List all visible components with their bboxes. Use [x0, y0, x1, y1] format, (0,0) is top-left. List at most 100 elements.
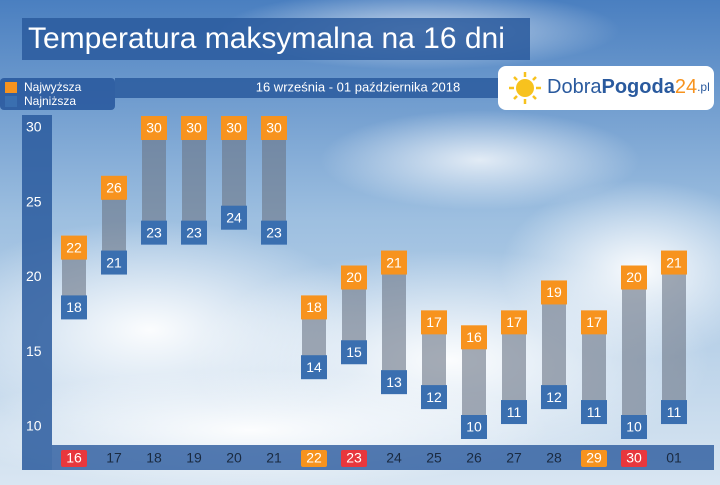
value-box — [181, 116, 207, 140]
y-tick-label: 30 — [26, 119, 42, 135]
value-box — [101, 250, 127, 275]
value-box — [141, 220, 167, 245]
y-tick-label: 10 — [26, 418, 42, 434]
value-box — [141, 116, 167, 140]
logo-number: 24 — [675, 76, 697, 98]
x-tick-label: 25 — [426, 450, 442, 466]
x-tick-label: 17 — [106, 450, 122, 466]
y-axis-panel — [22, 115, 52, 470]
value-box — [621, 415, 647, 439]
value-box — [61, 235, 87, 260]
value-label: 26 — [106, 180, 122, 196]
x-tick-highlight — [301, 450, 327, 467]
value-box — [541, 280, 567, 305]
x-tick-highlight — [581, 450, 607, 467]
logo-brand-bold: Pogoda — [601, 76, 675, 98]
value-label: 21 — [106, 254, 122, 270]
value-label: 22 — [66, 239, 82, 255]
range-bar — [262, 128, 286, 233]
value-label: 15 — [346, 344, 362, 360]
value-box — [461, 415, 487, 439]
value-box — [541, 385, 567, 410]
x-tick-label: 22 — [306, 450, 322, 466]
value-box — [581, 400, 607, 425]
range-bar — [542, 292, 566, 398]
value-label: 23 — [266, 224, 282, 240]
value-label: 30 — [266, 120, 282, 136]
x-tick-highlight — [61, 450, 87, 467]
x-tick-label: 27 — [506, 450, 522, 466]
value-label: 30 — [186, 120, 202, 136]
value-box — [221, 116, 247, 140]
legend-label: Najwyższa — [24, 80, 82, 94]
range-bar — [342, 277, 366, 353]
value-box — [261, 220, 287, 245]
value-label: 30 — [146, 120, 162, 136]
subtitle: 16 września - 01 października 2018 — [256, 79, 461, 94]
value-label: 17 — [506, 314, 522, 330]
value-label: 11 — [667, 404, 682, 420]
range-bar — [502, 322, 526, 413]
value-label: 18 — [66, 299, 82, 315]
value-box — [261, 116, 287, 140]
y-tick-label: 20 — [26, 268, 42, 284]
range-bar — [182, 128, 206, 233]
value-label: 12 — [546, 389, 562, 405]
value-label: 17 — [426, 314, 442, 330]
x-tick-label: 19 — [186, 450, 202, 466]
value-label: 11 — [507, 404, 522, 420]
range-bar — [662, 262, 686, 413]
value-label: 12 — [426, 389, 442, 405]
logo-sun — [509, 72, 541, 104]
value-box — [461, 325, 487, 350]
value-label: 23 — [186, 224, 202, 240]
x-tick-label: 24 — [386, 450, 402, 466]
logo-brand: Dobra — [547, 76, 602, 98]
logo: DobraPogoda24.pl — [547, 76, 710, 98]
value-box — [341, 265, 367, 290]
value-label: 18 — [306, 299, 322, 315]
chart-title: Temperatura maksymalna na 16 dni — [28, 22, 505, 55]
value-label: 30 — [226, 120, 242, 136]
subtitle-bar — [115, 78, 505, 98]
legend — [0, 78, 115, 110]
value-label: 14 — [306, 359, 322, 375]
x-tick-label: 16 — [66, 450, 82, 466]
x-tick-label: 28 — [546, 450, 562, 466]
logo-box — [498, 66, 714, 110]
range-bar — [382, 262, 406, 383]
value-box — [381, 370, 407, 395]
title-bar — [22, 18, 530, 60]
legend-swatch — [5, 96, 17, 107]
value-box — [501, 400, 527, 425]
range-bar — [222, 128, 246, 218]
value-box — [301, 355, 327, 380]
range-bar — [102, 187, 126, 263]
x-tick-label: 29 — [586, 450, 602, 466]
x-tick-label: 21 — [266, 450, 282, 466]
x-tick-label: 01 — [666, 450, 682, 466]
range-bar — [422, 322, 446, 398]
range-bar — [622, 277, 646, 427]
x-tick-highlight — [621, 450, 647, 467]
value-label: 16 — [466, 329, 482, 345]
range-bar — [462, 337, 486, 427]
logo-domain: .pl — [697, 80, 710, 94]
value-box — [581, 310, 607, 335]
value-label: 20 — [346, 269, 362, 285]
value-label: 11 — [587, 404, 602, 420]
x-tick-label: 23 — [346, 450, 362, 466]
x-tick-label: 26 — [466, 450, 482, 466]
value-label: 21 — [666, 254, 682, 270]
value-box — [221, 205, 247, 230]
value-label: 17 — [586, 314, 602, 330]
x-tick-label: 20 — [226, 450, 242, 466]
value-box — [341, 340, 367, 365]
value-label: 21 — [386, 254, 402, 270]
value-box — [61, 295, 87, 320]
value-label: 10 — [466, 419, 482, 435]
value-box — [661, 250, 687, 275]
range-bar — [582, 322, 606, 413]
value-box — [181, 220, 207, 245]
